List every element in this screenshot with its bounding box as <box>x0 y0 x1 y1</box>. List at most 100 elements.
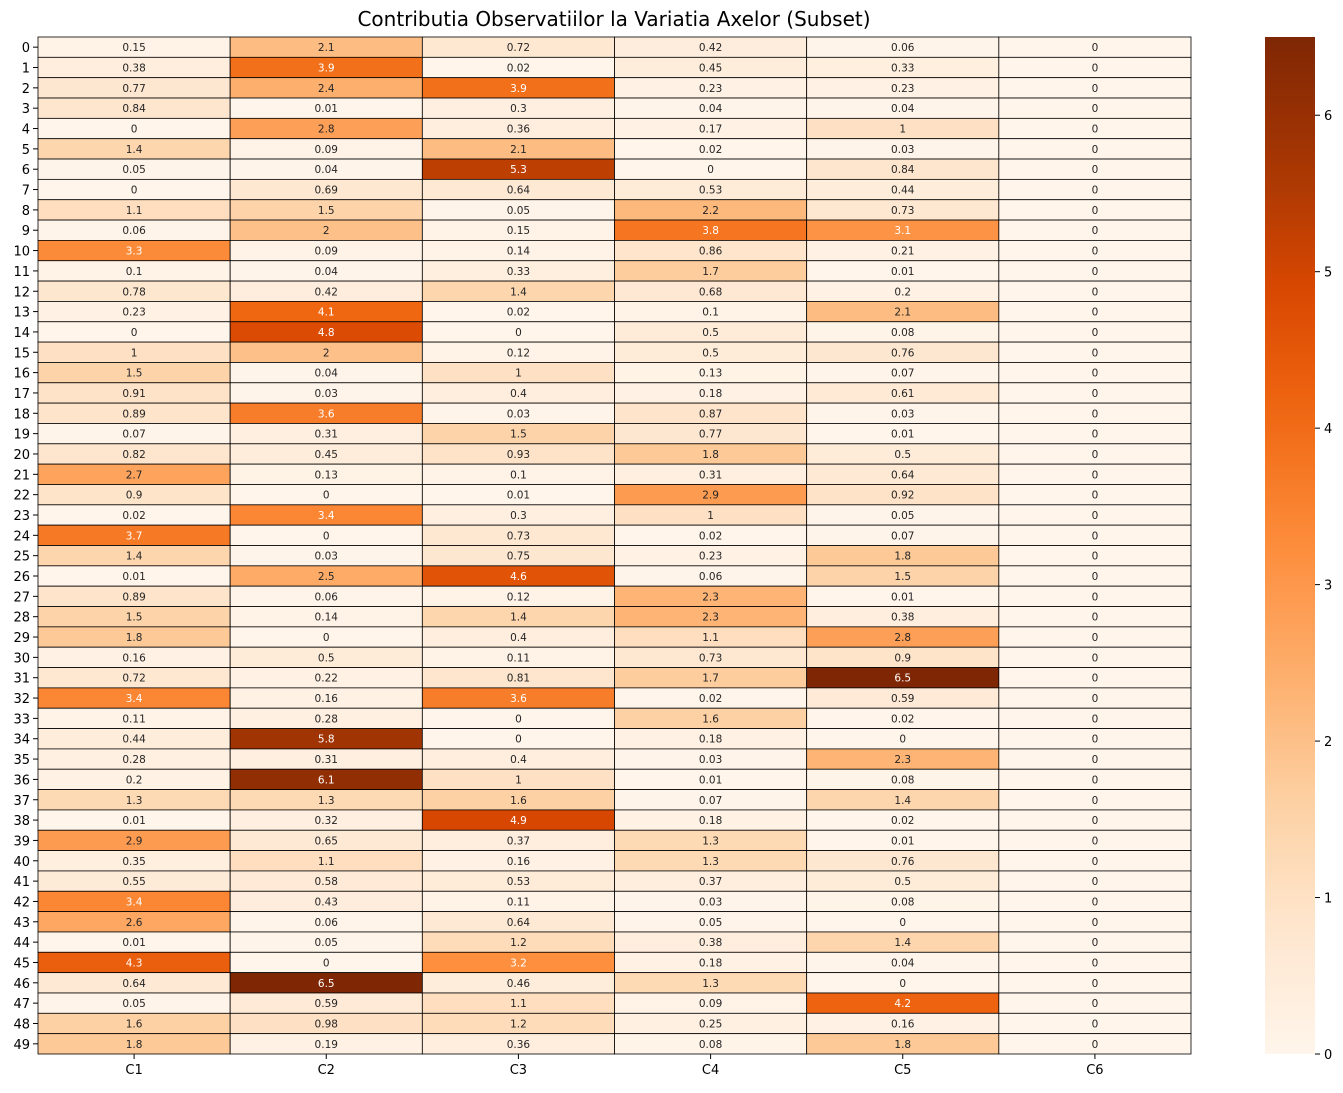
y-tick-label: 7 <box>22 184 30 199</box>
cell-value-label: 2 <box>323 225 330 237</box>
cell-value-label: 0.23 <box>699 551 722 563</box>
cell-value-label: 1.6 <box>510 795 527 807</box>
cell-value-label: 1.1 <box>318 856 335 868</box>
cell-value-label: 1.3 <box>702 835 719 847</box>
cell-value-label: 0.17 <box>699 124 722 136</box>
y-tick-label: 12 <box>13 285 30 300</box>
cell-value-label: 0.42 <box>699 42 722 54</box>
y-tick-label: 30 <box>13 651 30 666</box>
cell-value-label: 0.23 <box>122 307 145 319</box>
cell-value-label: 0.22 <box>315 673 338 685</box>
chart-title: Contributia Observatiilor la Variatia Ax… <box>357 7 870 31</box>
cell-value-label: 0.3 <box>510 510 527 522</box>
cell-value-label: 0.01 <box>891 835 914 847</box>
cell-value-label: 0.1 <box>510 469 527 481</box>
cell-value-label: 0.01 <box>122 937 145 949</box>
cell-value-label: 0 <box>515 327 522 339</box>
cell-value-label: 0 <box>899 978 906 990</box>
cell-value-label: 0.06 <box>315 591 339 603</box>
cell-value-label: 0.55 <box>122 876 145 888</box>
cell-value-label: 0 <box>899 734 906 746</box>
cell-value-label: 0.53 <box>699 185 722 197</box>
cell-value-label: 0.89 <box>122 591 145 603</box>
y-tick-label: 20 <box>13 448 30 463</box>
cell-value-label: 0.06 <box>122 225 146 237</box>
colorbar-gradient <box>1265 37 1315 1054</box>
cell-value-label: 0.81 <box>507 673 530 685</box>
cell-value-label: 0.9 <box>894 652 911 664</box>
cell-value-label: 0.04 <box>315 164 339 176</box>
cell-value-label: 0.82 <box>122 449 145 461</box>
cell-value-label: 0.06 <box>891 42 915 54</box>
cell-value-label: 1.7 <box>702 673 719 685</box>
cell-value-label: 0.33 <box>891 63 914 75</box>
cell-value-label: 0.5 <box>702 347 719 359</box>
cell-value-label: 0 <box>323 530 330 542</box>
cell-value-label: 0.73 <box>891 205 914 217</box>
cell-value-label: 0.15 <box>122 42 145 54</box>
cell-value-label: 0.9 <box>126 490 143 502</box>
cell-value-label: 0 <box>1092 368 1099 380</box>
cell-value-label: 0 <box>1092 673 1099 685</box>
cell-value-label: 0.03 <box>315 388 338 400</box>
cell-value-label: 0.2 <box>894 286 911 298</box>
cell-value-label: 0 <box>1092 612 1099 624</box>
cell-value-label: 0.02 <box>699 530 722 542</box>
cell-value-label: 0.76 <box>891 856 915 868</box>
cell-value-label: 0 <box>1092 632 1099 644</box>
cell-value-label: 0.12 <box>507 347 530 359</box>
cell-value-label: 0.75 <box>507 551 530 563</box>
cell-value-label: 1.8 <box>894 551 911 563</box>
cell-value-label: 0.93 <box>507 449 530 461</box>
cell-value-label: 0.91 <box>122 388 145 400</box>
y-tick-label: 32 <box>13 692 30 707</box>
cell-value-label: 0.92 <box>891 490 914 502</box>
cell-value-label: 0.01 <box>315 103 338 115</box>
cell-value-label: 0.33 <box>507 266 530 278</box>
y-tick-label: 36 <box>13 773 30 788</box>
cell-value-label: 0.06 <box>315 917 339 929</box>
y-tick-label: 42 <box>13 895 30 910</box>
cell-value-label: 1.7 <box>702 266 719 278</box>
cell-value-label: 0 <box>1092 856 1099 868</box>
cell-value-label: 0.16 <box>315 693 339 705</box>
cell-value-label: 0 <box>1092 693 1099 705</box>
cell-value-label: 0.18 <box>699 815 722 827</box>
cell-value-label: 2.5 <box>318 571 335 583</box>
cell-value-label: 0 <box>1092 124 1099 136</box>
cell-value-label: 0.28 <box>122 754 145 766</box>
cell-value-label: 0.61 <box>891 388 914 400</box>
cell-value-label: 2.1 <box>510 144 527 156</box>
cell-value-label: 0.14 <box>315 612 339 624</box>
y-tick-label: 27 <box>13 590 30 605</box>
y-tick-label: 14 <box>13 326 30 341</box>
cell-value-label: 0.09 <box>699 998 722 1010</box>
cell-value-label: 0.64 <box>891 469 915 481</box>
y-tick-label: 22 <box>13 489 30 504</box>
cell-value-label: 0.04 <box>891 103 915 115</box>
cell-value-label: 0.03 <box>699 754 722 766</box>
cell-value-label: 0.38 <box>699 937 722 949</box>
cell-value-label: 0.03 <box>507 408 530 420</box>
cell-value-label: 0.86 <box>699 246 723 258</box>
cell-value-label: 0.72 <box>122 673 145 685</box>
cell-value-label: 0.84 <box>891 164 915 176</box>
cell-value-label: 0.16 <box>891 1018 915 1030</box>
cell-value-label: 1.5 <box>318 205 335 217</box>
cell-value-label: 3.2 <box>510 957 527 969</box>
cell-value-label: 0 <box>515 713 522 725</box>
y-tick-label: 31 <box>13 672 30 687</box>
cell-value-label: 0.07 <box>699 795 722 807</box>
cell-value-label: 0.02 <box>507 63 530 75</box>
cell-value-label: 0.37 <box>699 876 722 888</box>
cell-value-label: 0.43 <box>315 896 338 908</box>
cell-value-label: 2.4 <box>318 83 335 95</box>
cell-value-label: 0.14 <box>507 246 531 258</box>
cell-value-label: 0.42 <box>315 286 338 298</box>
cell-value-label: 0 <box>1092 286 1099 298</box>
cell-value-label: 0.69 <box>315 185 338 197</box>
cell-value-label: 0.04 <box>699 103 723 115</box>
colorbar-tick-label: 4 <box>1324 422 1332 437</box>
y-tick-label: 35 <box>13 753 30 768</box>
cell-value-label: 1 <box>131 347 138 359</box>
